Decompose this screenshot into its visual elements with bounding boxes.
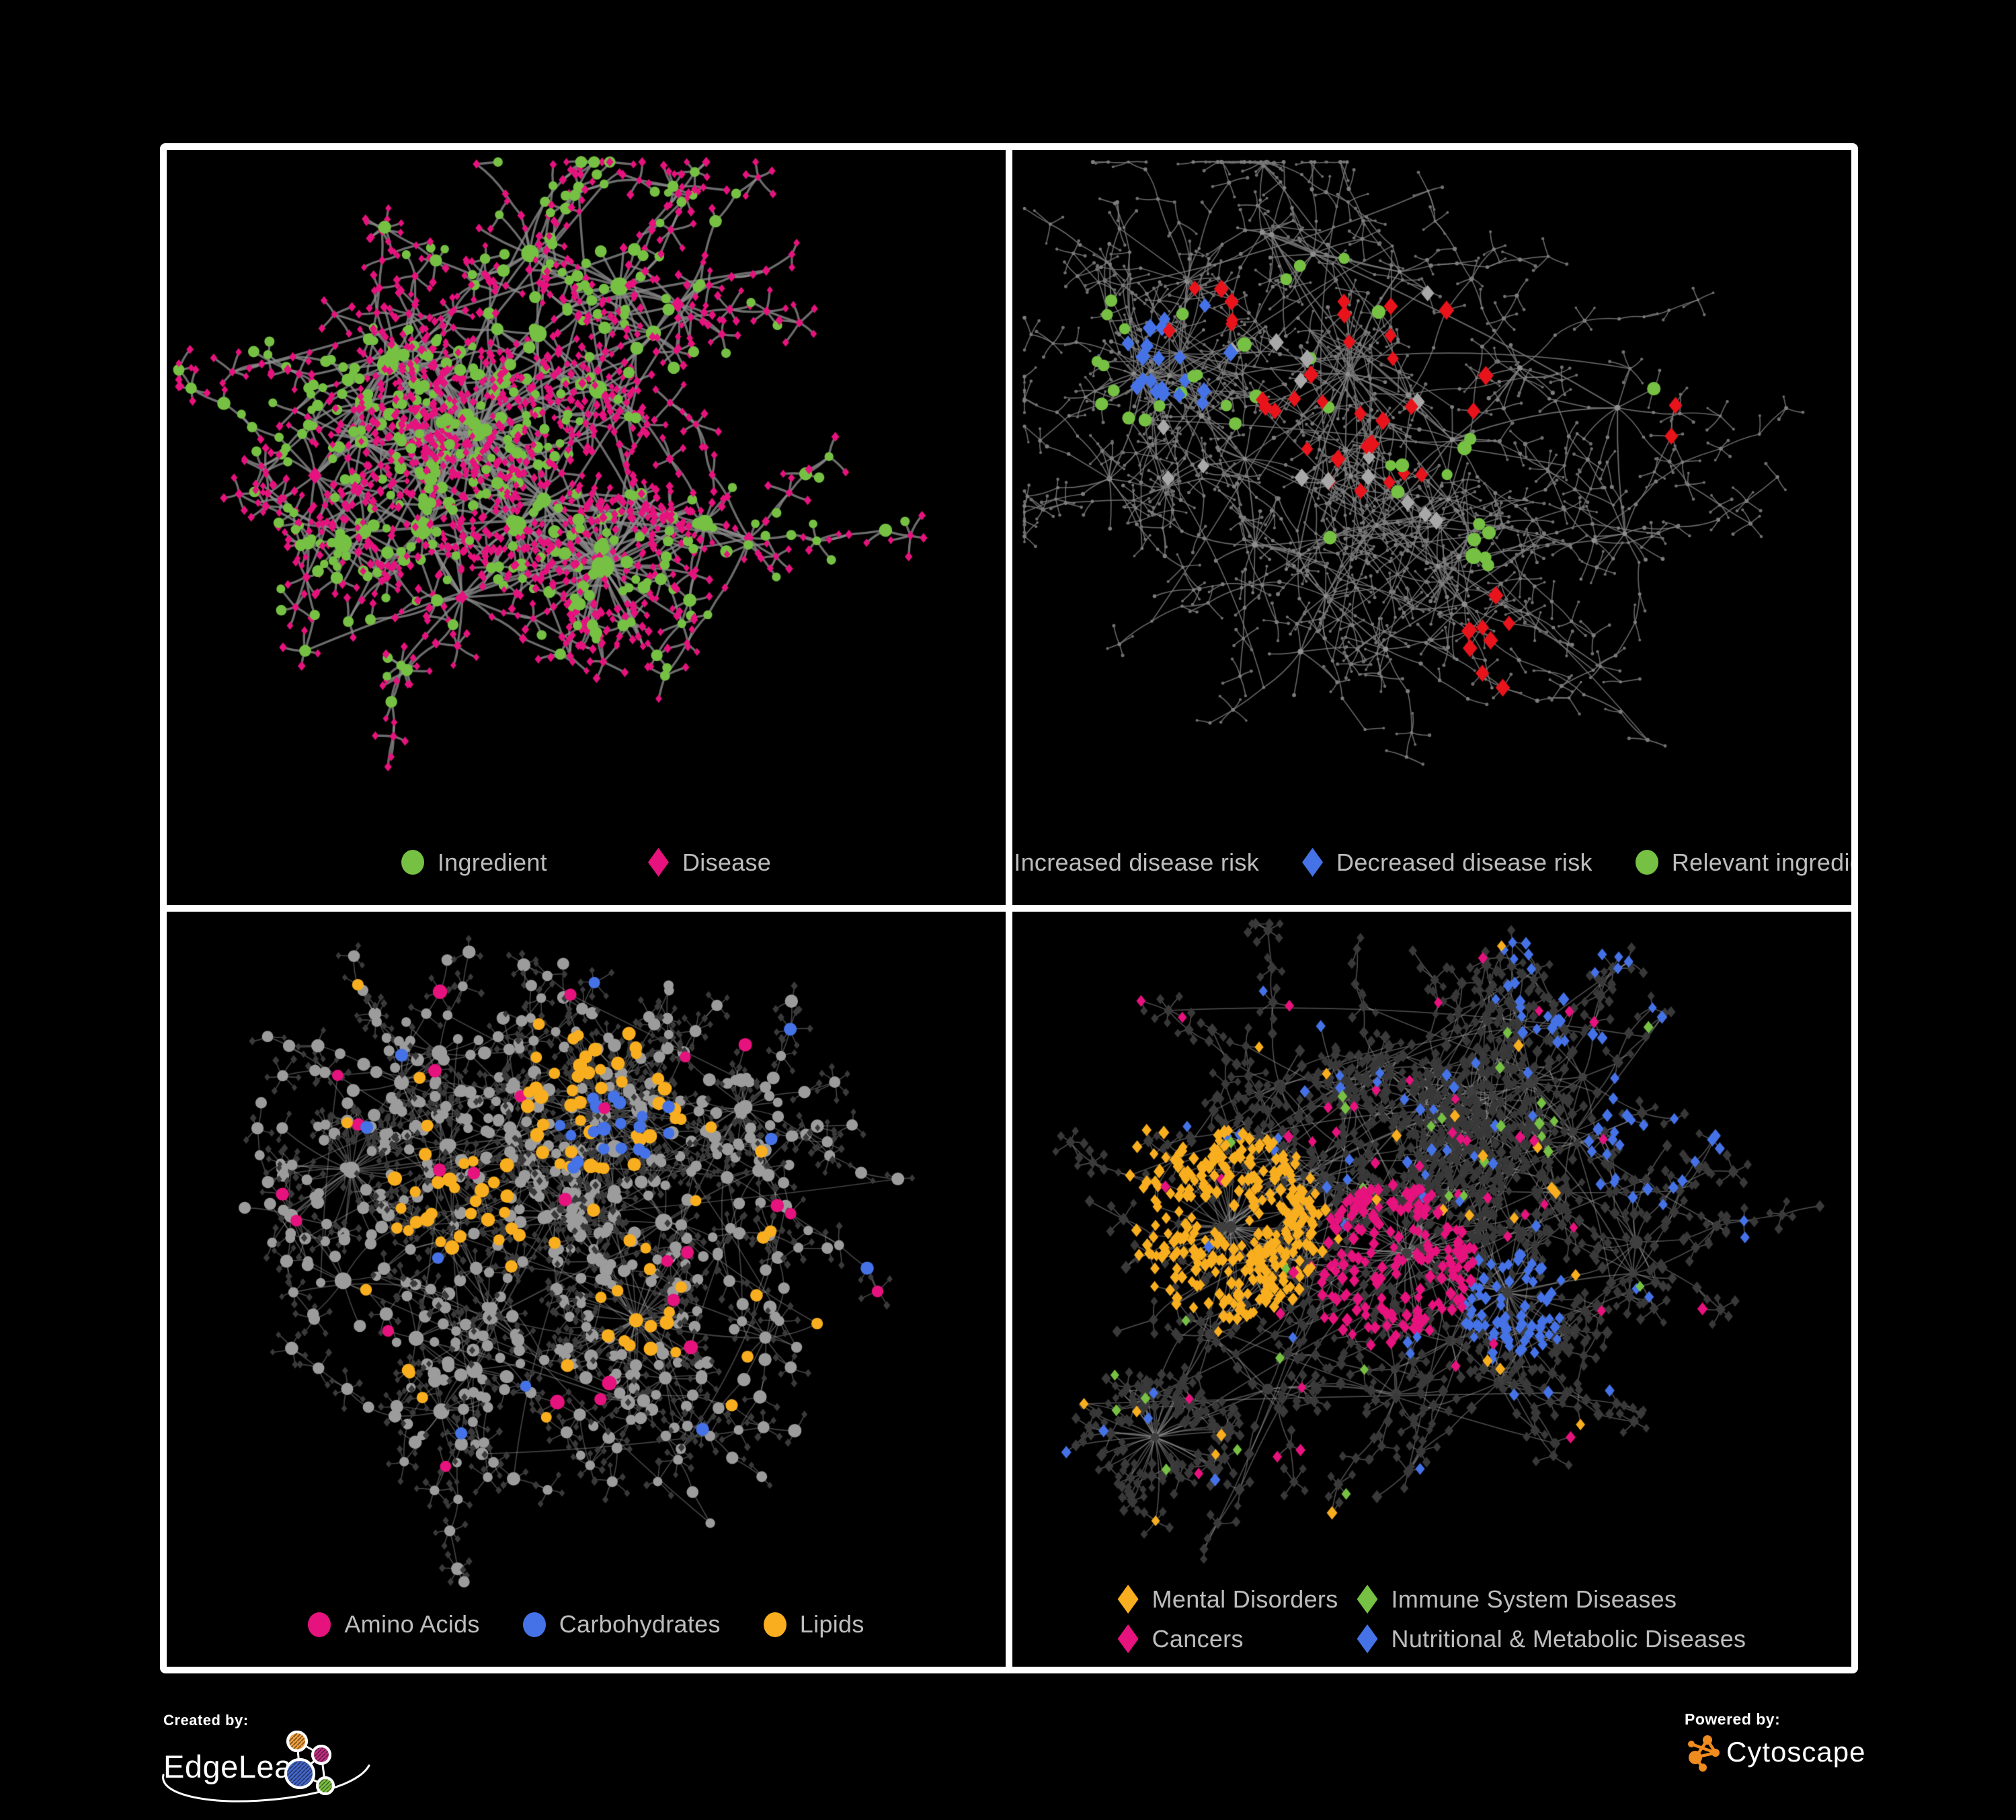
cytoscape-icon	[1688, 1735, 1720, 1772]
legend-item: Mental Disorders	[1117, 1585, 1338, 1614]
disease-risk-legend: Increased disease risk Decreased disease…	[1012, 848, 1851, 877]
created-by-label: Created by:	[163, 1712, 249, 1729]
legend-label: Ingredient	[437, 848, 547, 876]
decreased-risk-diamond-marker	[1302, 848, 1324, 877]
legend-label: Cancers	[1152, 1624, 1244, 1653]
lipids-circle-marker	[763, 1612, 787, 1637]
ingredient-disease-network-canvas	[167, 150, 1006, 905]
amino-acids-circle-marker	[308, 1612, 331, 1637]
disease-risk-network-canvas	[1012, 150, 1851, 905]
edgeleap-logo: EdgeLeap	[162, 1731, 486, 1814]
legend-item: Lipids	[763, 1610, 864, 1638]
disease-category-legend: Mental Disorders Immune System Diseases …	[1012, 1585, 1851, 1653]
panel-disease-risk: Increased disease risk Decreased disease…	[1012, 150, 1851, 905]
legend-label: Disease	[682, 848, 772, 876]
created-by-block: Created by: EdgeLeap	[162, 1712, 486, 1814]
powered-by-block: Powered by: Cytoscape	[1685, 1710, 1865, 1772]
legend-label: Decreased disease risk	[1336, 848, 1592, 876]
legend-item: Increased disease risk	[1012, 848, 1259, 877]
nutrient-class-network-canvas	[167, 912, 1006, 1667]
edgeleap-swoosh-icon	[162, 1764, 370, 1803]
edgeleap-network-icon	[284, 1731, 335, 1795]
panel-disease-categories: Mental Disorders Immune System Diseases …	[1012, 912, 1851, 1667]
legend-item: Carbohydrates	[522, 1610, 721, 1638]
legend-label: Relevant ingredient	[1671, 848, 1851, 876]
legend-item: Relevant ingredient	[1635, 848, 1851, 877]
legend-item: Ingredient	[401, 848, 547, 877]
legend-label: Lipids	[799, 1610, 864, 1638]
cytoscape-wordmark: Cytoscape	[1726, 1736, 1866, 1768]
legend-label: Nutritional & Metabolic Diseases	[1391, 1624, 1746, 1653]
ingredient-disease-legend: Ingredient Disease	[167, 848, 1006, 877]
legend-label: Amino Acids	[344, 1610, 480, 1638]
cancers-diamond-marker	[1117, 1624, 1139, 1653]
legend-item: Amino Acids	[308, 1610, 479, 1638]
disease-diamond-marker	[647, 848, 669, 877]
legend-label: Mental Disorders	[1152, 1585, 1338, 1613]
disease-category-network-canvas	[1012, 912, 1851, 1667]
legend-item: Disease	[647, 848, 772, 877]
legend-item: Decreased disease risk	[1302, 848, 1592, 877]
panel-nutrient-classes: Amino Acids Carbohydrates Lipids	[167, 912, 1006, 1667]
carbohydrates-circle-marker	[522, 1612, 546, 1637]
legend-item: Immune System Diseases	[1357, 1585, 1746, 1614]
nutritional-metabolic-diseases-diamond-marker	[1357, 1624, 1378, 1653]
legend-item: Nutritional & Metabolic Diseases	[1357, 1624, 1746, 1653]
panel-ingredient-disease: Ingredient Disease	[167, 150, 1006, 905]
mental-disorders-diamond-marker	[1117, 1585, 1139, 1614]
legend-label: Carbohydrates	[559, 1610, 721, 1638]
powered-by-label: Powered by:	[1685, 1710, 1781, 1728]
immune-system-diseases-diamond-marker	[1357, 1585, 1378, 1614]
legend-item: Cancers	[1117, 1624, 1338, 1653]
network-grid: Ingredient Disease Increased disease ris…	[160, 143, 1858, 1673]
ingredient-circle-marker	[401, 850, 424, 875]
relevant-ingredient-circle-marker	[1635, 850, 1658, 875]
legend-label: Immune System Diseases	[1391, 1585, 1677, 1613]
legend-label: Increased disease risk	[1014, 848, 1260, 876]
nutrient-class-legend: Amino Acids Carbohydrates Lipids	[167, 1610, 1006, 1638]
